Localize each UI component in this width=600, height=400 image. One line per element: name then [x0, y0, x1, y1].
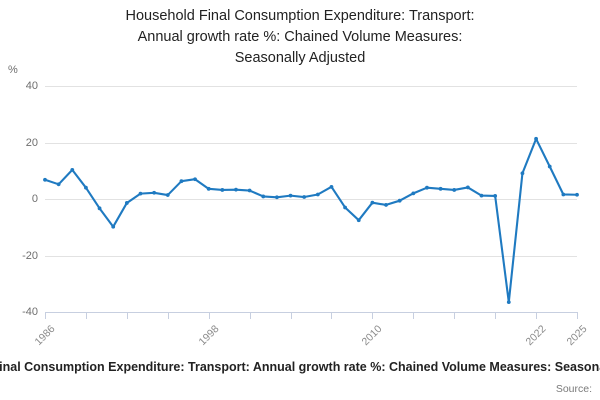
x-axis-tick — [577, 312, 578, 319]
data-point — [84, 185, 88, 190]
data-point — [206, 186, 211, 191]
data-point — [425, 185, 429, 190]
data-point — [411, 191, 416, 196]
data-point — [438, 186, 443, 191]
y-axis-unit-label: % — [8, 64, 18, 76]
data-point — [179, 179, 184, 184]
data-point — [234, 187, 238, 192]
data-point — [152, 190, 157, 195]
data-point — [124, 201, 129, 205]
data-point — [111, 224, 116, 229]
x-axis-line — [45, 312, 577, 313]
x-axis-tick — [168, 312, 169, 319]
gridline — [45, 86, 577, 87]
data-point — [247, 188, 252, 193]
x-axis-tick — [45, 312, 46, 319]
data-point — [506, 300, 511, 305]
data-point — [452, 188, 457, 192]
x-axis-tick — [331, 312, 332, 319]
data-point — [288, 193, 293, 198]
data-point — [370, 200, 375, 205]
data-point — [384, 203, 388, 207]
x-axis-tick — [536, 312, 537, 319]
y-axis-tick-label: 0 — [31, 193, 38, 205]
x-axis-tick — [291, 312, 292, 319]
data-point — [575, 192, 579, 197]
data-point — [329, 184, 334, 189]
x-axis-tick — [209, 312, 210, 319]
x-axis-tick — [495, 312, 496, 319]
gridline — [45, 255, 577, 257]
data-point — [343, 205, 347, 210]
series-data-points — [43, 136, 579, 305]
gridline — [45, 142, 577, 144]
x-axis-tick — [250, 312, 251, 319]
data-point — [193, 177, 197, 182]
x-axis-tick — [454, 312, 455, 319]
series-polyline — [43, 137, 579, 304]
x-axis-tick — [127, 312, 128, 319]
data-point — [165, 193, 170, 197]
data-point — [302, 195, 307, 199]
data-point — [315, 192, 320, 197]
data-point — [479, 193, 484, 198]
y-axis-tick-label: 20 — [25, 136, 38, 149]
source-label: Source: — [555, 383, 592, 395]
data-point — [465, 185, 470, 190]
data-point — [43, 177, 47, 182]
data-point — [561, 192, 566, 197]
data-point — [56, 182, 61, 187]
x-axis-tick — [372, 312, 373, 319]
data-point — [70, 168, 75, 172]
data-point — [397, 198, 402, 203]
data-point — [275, 195, 279, 200]
data-point — [356, 218, 361, 223]
y-axis-tick-label: 40 — [25, 80, 38, 92]
data-point — [534, 136, 538, 141]
data-point — [97, 206, 102, 211]
page-title: Household Final Consumption Expenditure:… — [125, 8, 475, 66]
data-point — [520, 171, 525, 176]
data-point — [220, 188, 225, 192]
y-axis-tick-labels: 40 20 0 -20 -40 — [0, 0, 38, 400]
data-point — [261, 194, 266, 199]
data-point — [493, 193, 498, 198]
y-axis-tick-label: -20 — [22, 249, 38, 262]
y-axis-tick-label: -40 — [22, 306, 38, 318]
footer-caption: Household Final Consumption Expenditure:… — [0, 360, 600, 374]
x-axis-tick — [86, 312, 87, 319]
x-axis-tick — [413, 312, 414, 319]
data-point — [138, 191, 143, 196]
gridline — [45, 199, 577, 200]
data-point — [547, 164, 552, 169]
